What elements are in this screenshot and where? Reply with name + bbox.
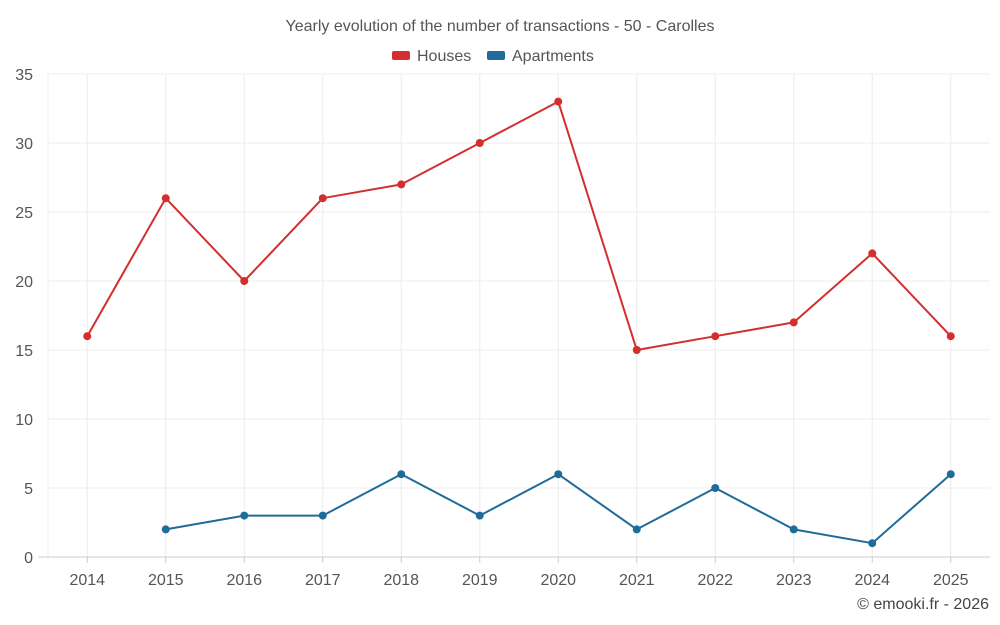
x-tick-label: 2017 [305, 572, 341, 589]
legend: Houses Apartments [392, 48, 594, 65]
series [83, 97, 955, 548]
y-tick-label: 30 [15, 136, 33, 153]
x-tick-label: 2022 [697, 572, 733, 589]
x-tick-label: 2021 [619, 572, 655, 589]
x-tick-label: 2025 [933, 572, 969, 589]
y-tick-label: 15 [15, 343, 33, 360]
x-tick-label: 2019 [462, 572, 498, 589]
data-point-houses[interactable] [475, 139, 484, 147]
legend-swatch-houses [392, 51, 410, 60]
data-point-apartments[interactable] [161, 525, 170, 534]
data-point-houses[interactable] [868, 249, 877, 258]
x-tick-label: 2020 [540, 572, 576, 589]
data-point-houses[interactable] [632, 346, 641, 354]
legend-label-apartments[interactable]: Apartments [512, 48, 594, 65]
series-line-houses [86, 100, 952, 351]
y-tick-label: 35 [15, 67, 33, 84]
data-point-apartments[interactable] [711, 484, 720, 492]
data-point-apartments[interactable] [789, 525, 798, 534]
data-point-apartments[interactable] [397, 470, 406, 479]
x-tick-label: 2014 [69, 572, 105, 589]
grid [47, 73, 990, 557]
data-point-apartments[interactable] [240, 511, 249, 520]
data-point-houses[interactable] [789, 318, 798, 327]
data-point-apartments[interactable] [946, 470, 955, 479]
data-point-houses[interactable] [711, 332, 720, 341]
legend-swatch-apartments [487, 51, 505, 60]
data-point-apartments[interactable] [632, 525, 641, 534]
data-point-houses[interactable] [397, 180, 406, 189]
data-point-houses[interactable] [318, 194, 327, 203]
y-tick-label: 0 [24, 550, 33, 567]
data-point-apartments[interactable] [475, 511, 484, 520]
data-point-houses[interactable] [946, 332, 955, 341]
data-point-apartments[interactable] [554, 470, 563, 479]
data-point-houses[interactable] [83, 332, 92, 341]
data-point-houses[interactable] [161, 194, 170, 203]
x-tick-label: 2015 [148, 572, 184, 589]
y-tick-label: 5 [24, 481, 33, 498]
x-tick-label: 2018 [383, 572, 419, 589]
x-tick-label: 2024 [854, 572, 890, 589]
data-point-houses[interactable] [240, 277, 249, 285]
chart-title: Yearly evolution of the number of transa… [286, 18, 715, 35]
x-tick-label: 2023 [776, 572, 812, 589]
data-point-apartments[interactable] [318, 511, 327, 520]
x-tick-label: 2016 [226, 572, 262, 589]
legend-label-houses[interactable]: Houses [417, 48, 471, 65]
y-tick-label: 20 [15, 274, 33, 291]
y-tick-label: 25 [15, 205, 33, 222]
data-point-houses[interactable] [554, 97, 563, 106]
data-point-apartments[interactable] [868, 539, 877, 548]
y-tick-label: 10 [15, 412, 33, 429]
credit: © emooki.fr - 2026 [857, 596, 989, 613]
